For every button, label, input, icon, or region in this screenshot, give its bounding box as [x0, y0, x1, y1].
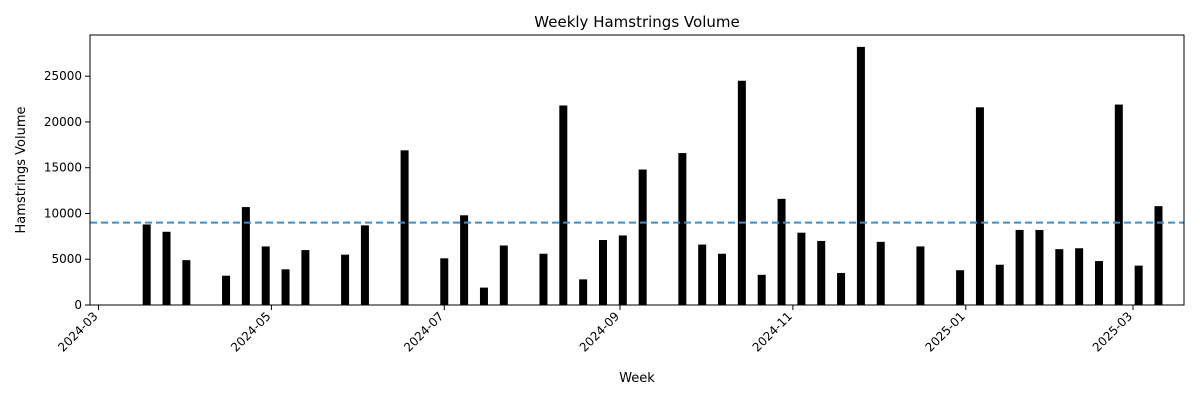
bar [360, 225, 369, 305]
y-tick-label: 10000 [44, 206, 82, 220]
bar [460, 215, 469, 305]
bar [1154, 206, 1163, 305]
bar [598, 240, 607, 305]
bar [1015, 229, 1024, 305]
bar [499, 245, 508, 305]
chart-title: Weekly Hamstrings Volume [534, 13, 739, 31]
bar [539, 253, 548, 305]
x-tick-label: 2024-09 [577, 309, 622, 354]
bar [995, 264, 1004, 305]
bar [440, 258, 449, 305]
x-tick-label: 2024-03 [55, 309, 100, 354]
bar [241, 207, 250, 305]
bar [797, 232, 806, 305]
bar [777, 198, 786, 305]
bar [559, 105, 568, 305]
bar [182, 260, 191, 305]
x-axis-label: Week [619, 371, 655, 386]
bar [837, 272, 846, 305]
bar [261, 246, 270, 305]
bar [479, 287, 488, 305]
bar [638, 169, 647, 305]
y-tick-label: 20000 [44, 115, 82, 129]
bar [281, 269, 290, 305]
bar [1035, 229, 1044, 305]
bar [162, 231, 171, 305]
plot-frame [89, 34, 1185, 306]
x-tick-label: 2024-11 [750, 309, 795, 354]
bar [618, 235, 627, 305]
bar [1094, 261, 1103, 305]
y-axis-label: Hamstrings Volume [14, 107, 29, 234]
y-tick-label: 25000 [44, 69, 82, 83]
bars-layer [142, 46, 1163, 305]
bar [956, 270, 965, 305]
bar [222, 275, 231, 305]
bar [737, 80, 746, 305]
x-tick-label: 2024-07 [401, 309, 446, 354]
x-tick-label: 2024-05 [228, 309, 273, 354]
bar [142, 224, 151, 305]
bar [579, 279, 588, 305]
bar [678, 153, 687, 305]
x-tick-label: 2025-03 [1090, 309, 1135, 354]
bar [876, 241, 885, 305]
bar [757, 274, 766, 305]
bar [698, 244, 707, 305]
bar [301, 250, 310, 305]
bar [718, 253, 727, 305]
bar [975, 107, 984, 305]
x-tick-label: 2025-01 [923, 309, 968, 354]
y-axis-ticks: 0 5000 10000 15000 20000 25000 [44, 69, 90, 312]
bar [341, 254, 350, 305]
y-tick-label: 5000 [51, 252, 82, 266]
bar [400, 150, 409, 305]
bar [1134, 265, 1143, 305]
bar [916, 246, 925, 305]
bar [1114, 104, 1123, 305]
bar [856, 46, 865, 305]
bar [817, 240, 826, 305]
bar [1055, 249, 1064, 305]
bar [1075, 248, 1084, 305]
y-tick-label: 15000 [44, 161, 82, 175]
x-axis-ticks: 2024-03 2024-05 2024-07 2024-09 2024-11 2025-… [55, 305, 1135, 355]
y-tick-label: 0 [74, 298, 82, 312]
